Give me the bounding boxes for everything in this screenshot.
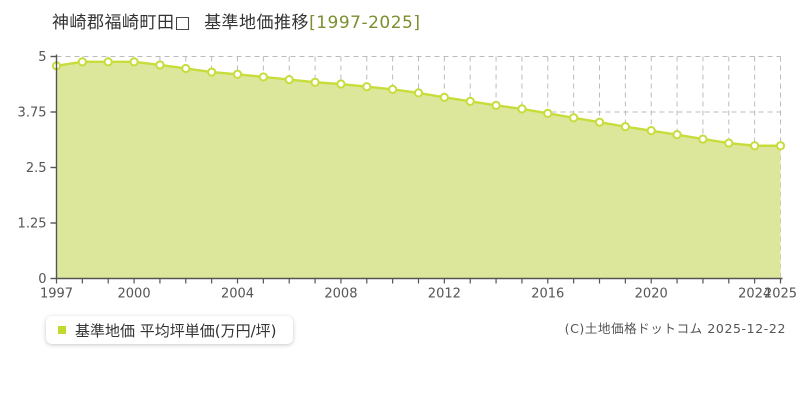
svg-text:1.25: 1.25 bbox=[18, 217, 47, 232]
legend-swatch-icon bbox=[58, 326, 66, 334]
title-range: [1997-2025] bbox=[309, 13, 421, 33]
axes bbox=[50, 54, 783, 284]
svg-text:2008: 2008 bbox=[324, 287, 357, 302]
svg-text:2.5: 2.5 bbox=[26, 161, 47, 176]
chart-plot-area: 0 1.25 2.5 3.75 5 1997 2000 2004 2008 2012 2016 20… bbox=[18, 50, 798, 302]
svg-text:1997: 1997 bbox=[40, 287, 73, 302]
svg-text:2000: 2000 bbox=[118, 287, 151, 302]
svg-text:2025: 2025 bbox=[764, 287, 797, 302]
data-markers bbox=[51, 57, 786, 151]
area-fill bbox=[56, 61, 781, 279]
svg-text:2024: 2024 bbox=[738, 287, 771, 302]
svg-text:2004: 2004 bbox=[221, 287, 254, 302]
svg-text:2012: 2012 bbox=[428, 287, 461, 302]
svg-text:5: 5 bbox=[38, 50, 46, 65]
credit-text: (C)土地価格ドットコム 2025-12-22 bbox=[564, 321, 786, 336]
page-title: 神崎郡福崎町田□ 基準地価推移 [1997-2025] bbox=[52, 8, 421, 34]
svg-text:2016: 2016 bbox=[531, 287, 564, 302]
y-axis-tick-labels: 0 1.25 2.5 3.75 5 bbox=[18, 50, 47, 287]
legend: 基準地価 平均坪単価(万円/坪) bbox=[46, 316, 293, 344]
title-place: 神崎郡福崎町田□ bbox=[52, 13, 192, 33]
svg-text:3.75: 3.75 bbox=[18, 106, 47, 121]
svg-text:2020: 2020 bbox=[635, 287, 668, 302]
legend-label: 基準地価 平均坪単価(万円/坪) bbox=[75, 321, 277, 340]
svg-text:0: 0 bbox=[38, 272, 46, 287]
title-metric: 基準地価推移 bbox=[204, 13, 310, 33]
